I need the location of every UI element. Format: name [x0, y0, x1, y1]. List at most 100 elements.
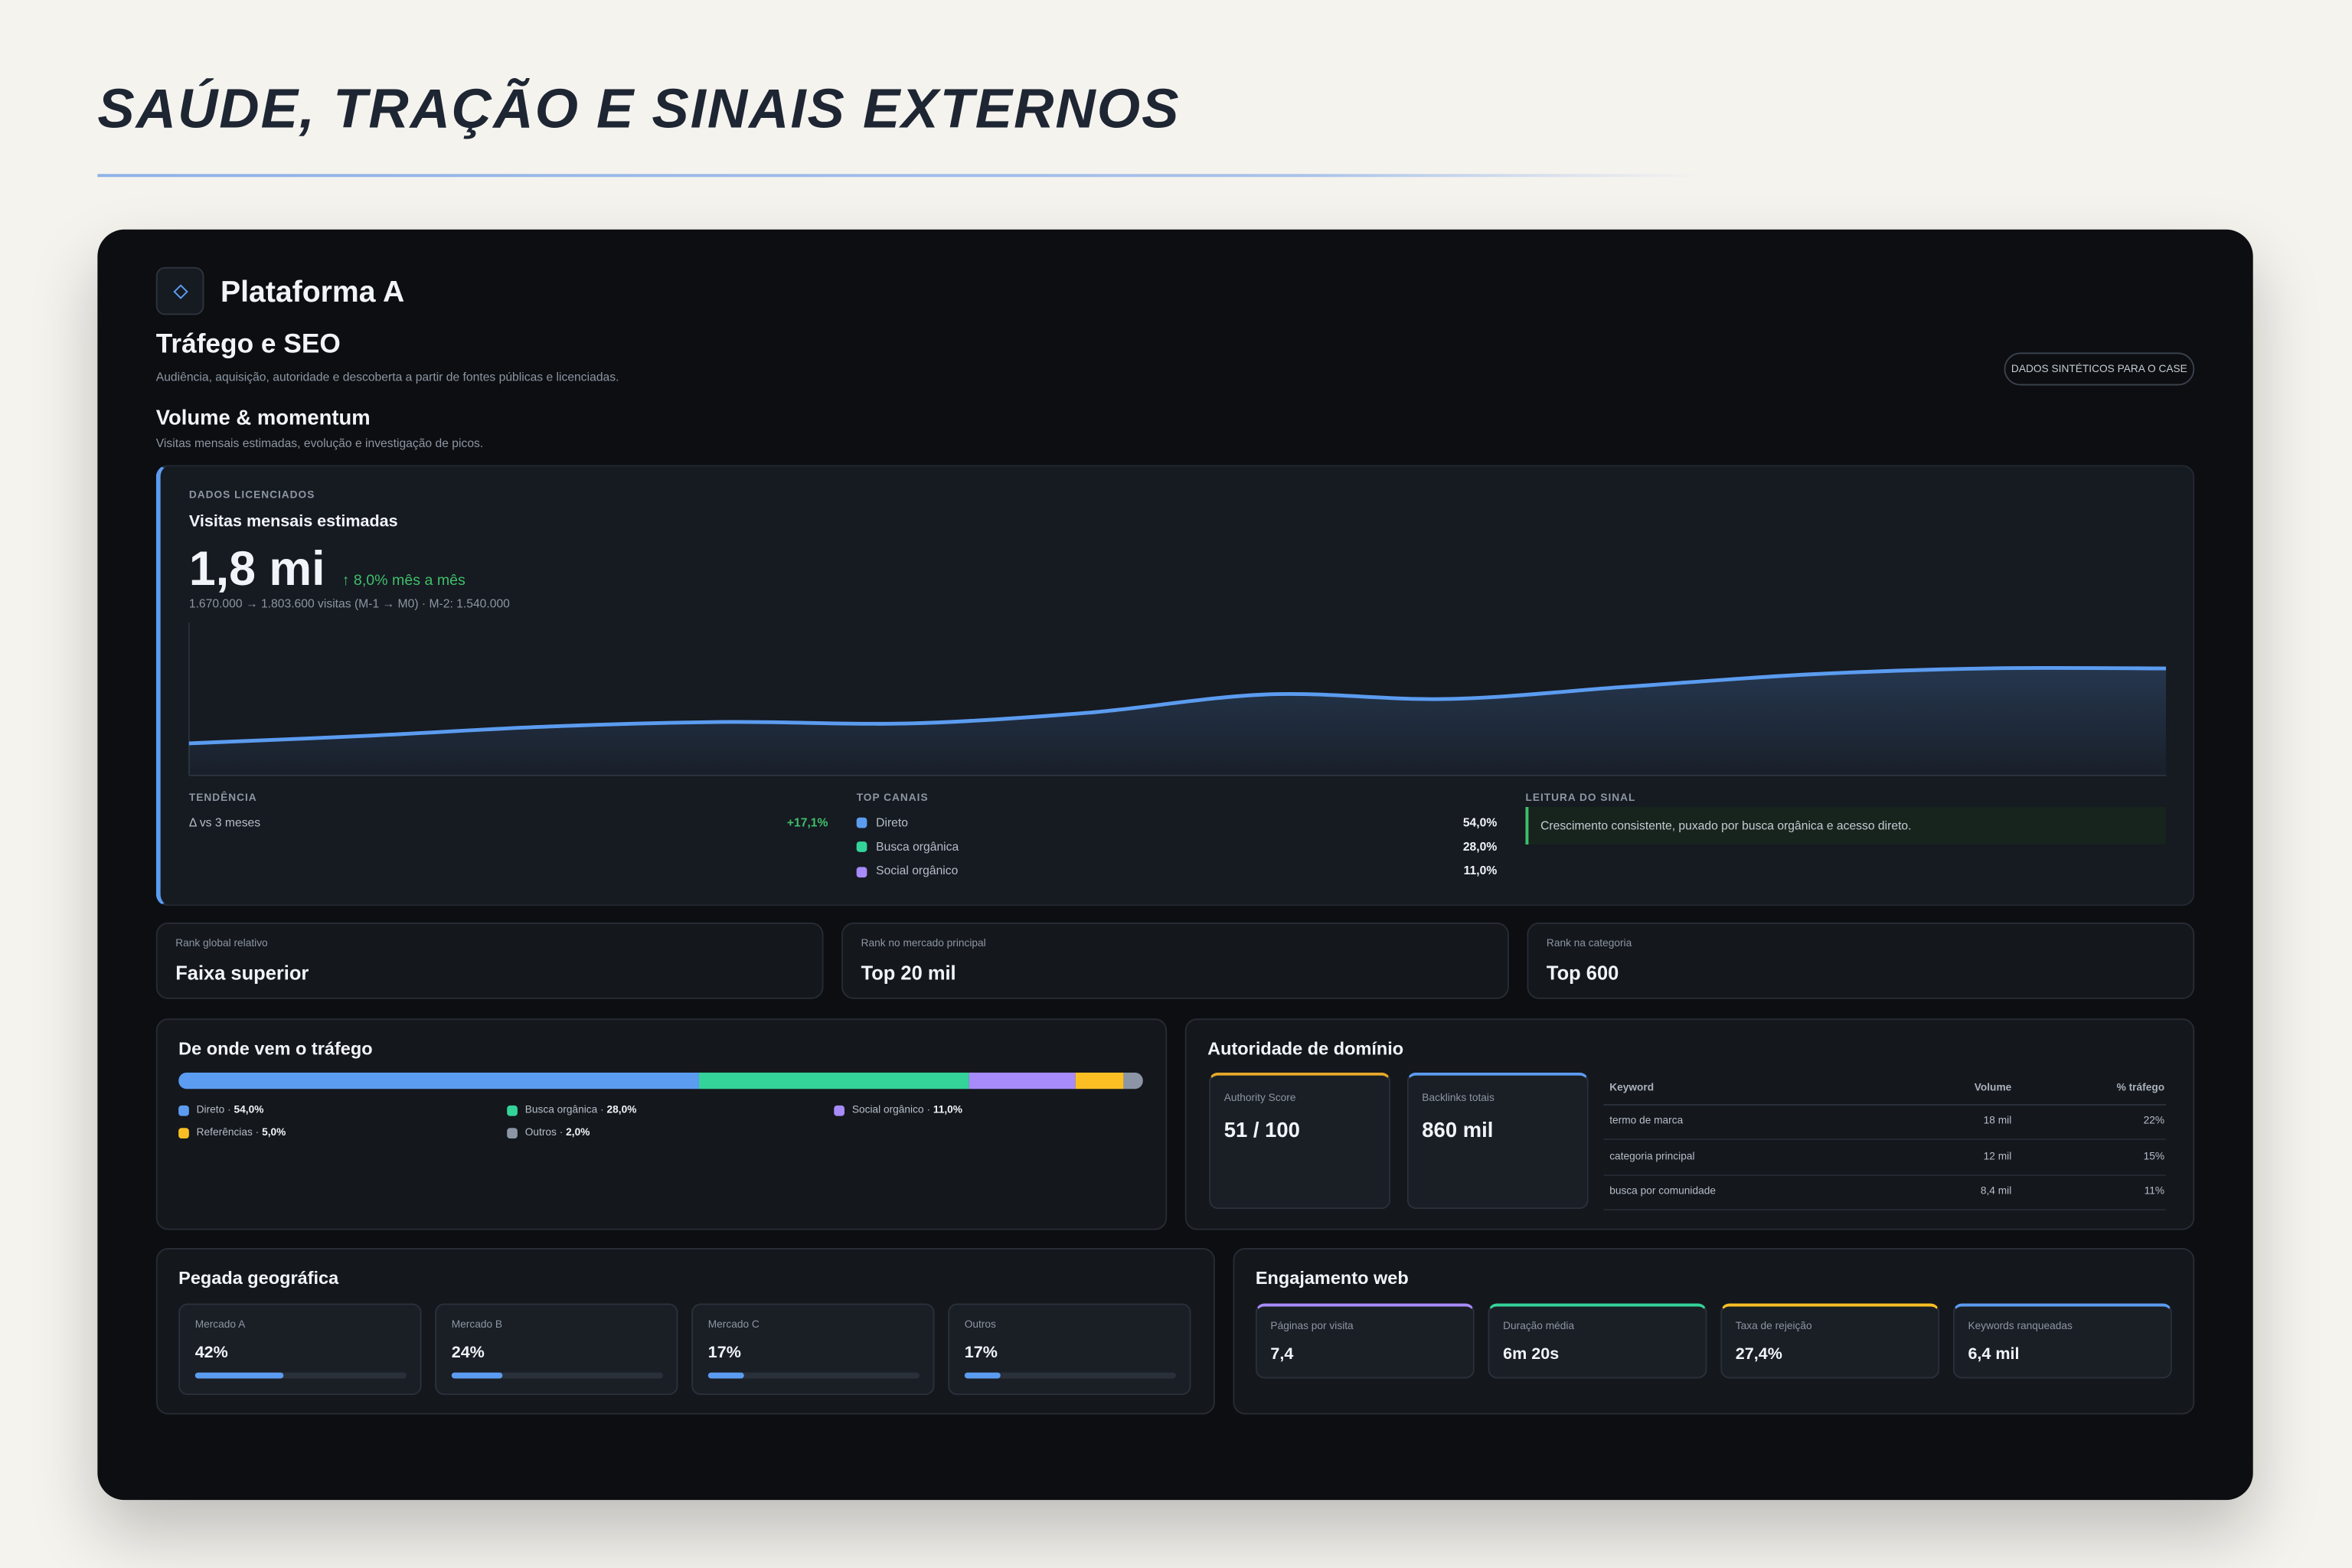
engagement-label: Keywords ranqueadas — [1968, 1321, 2073, 1333]
legend-separator: · — [600, 1105, 604, 1116]
eyebrow: DADOS LICENCIADOS — [188, 490, 315, 501]
market-name: Outros — [964, 1320, 996, 1331]
icon-diamond — [173, 284, 188, 299]
sources-card — [155, 1018, 1168, 1230]
badge-text: DADOS SINTÉTICOS PARA O CASE — [2011, 364, 2187, 374]
market-box — [948, 1303, 1191, 1396]
market-box — [178, 1303, 422, 1396]
table-header: % tráfego — [2116, 1083, 2165, 1094]
authority-label: Authority Score — [1223, 1093, 1296, 1105]
authority-box — [1209, 1072, 1391, 1210]
page-subtitle: Audiência, aquisição, autoridade e desco… — [155, 370, 619, 384]
market-name: Mercado A — [194, 1320, 246, 1331]
visits-area — [188, 668, 2167, 776]
legend-name: Busca orgânica — [524, 1105, 598, 1116]
engagement-label: Páginas por visita — [1270, 1321, 1354, 1333]
engagement-label: Duração média — [1503, 1321, 1575, 1333]
legend-name: Outros — [524, 1128, 557, 1139]
source-segment — [1075, 1072, 1124, 1089]
legend-swatch — [507, 1105, 518, 1116]
market-box — [435, 1303, 678, 1396]
signal-text: Crescimento consistente, puxado por busc… — [1540, 818, 1912, 832]
slide-title: SAÚDE, TRAÇÃO E SINAIS EXTERNOS — [97, 77, 1181, 139]
visits-chart — [188, 622, 2167, 776]
authority-label: Backlinks totais — [1422, 1093, 1494, 1105]
legend-separator: · — [559, 1128, 564, 1139]
legend-name: Direto — [196, 1105, 225, 1116]
channel-dot — [856, 841, 867, 853]
channels-label: TOP CANAIS — [856, 793, 929, 805]
authority-value: 860 mil — [1422, 1118, 1494, 1142]
visits-title: Visitas mensais estimadas — [188, 512, 398, 531]
engagement-title: Engajamento web — [1255, 1268, 1409, 1289]
page-title: Tráfego e SEO — [155, 328, 341, 359]
engagement-label: Taxa de rejeição — [1735, 1321, 1812, 1333]
rank-value: Top 600 — [1546, 961, 1619, 984]
table-rule — [1603, 1209, 2167, 1211]
market-value: 17% — [964, 1344, 998, 1362]
legend-item: Social orgânico · 11,0% — [852, 1106, 962, 1117]
legend-separator: · — [255, 1128, 260, 1139]
trend-label: TENDÊNCIA — [188, 793, 257, 805]
source-segment — [969, 1072, 1076, 1089]
market-bar — [451, 1372, 502, 1379]
geo-title: Pegada geográfica — [178, 1268, 339, 1289]
table-cell: busca por comunidade — [1609, 1186, 1716, 1197]
legend-swatch — [834, 1105, 845, 1116]
source-segment — [1123, 1072, 1143, 1089]
section-subtitle: Visitas mensais estimadas, evolução e in… — [155, 436, 484, 449]
table-rule — [1603, 1138, 2167, 1140]
badge: DADOS SINTÉTICOS PARA O CASE — [2004, 352, 2195, 386]
table-cell: 18 mil — [1983, 1116, 2012, 1127]
table-header: Volume — [1974, 1083, 2012, 1094]
platform-icon — [155, 266, 204, 315]
authority-value: 51 / 100 — [1223, 1118, 1300, 1142]
legend-swatch — [178, 1105, 189, 1116]
rank-label: Rank no mercado principal — [861, 939, 986, 950]
market-name: Mercado B — [451, 1320, 503, 1331]
legend-swatch — [507, 1128, 518, 1139]
channel-name: Social orgânico — [876, 864, 959, 878]
engagement-value: 7,4 — [1270, 1345, 1294, 1364]
table-cell: 11% — [2144, 1186, 2165, 1197]
domain-title: Autoridade de domínio — [1207, 1038, 1404, 1060]
table-rule — [1603, 1103, 2167, 1106]
legend-separator: · — [926, 1105, 931, 1116]
engagement-value: 27,4% — [1735, 1345, 1782, 1364]
signal-label: LEITURA DO SINAL — [1525, 793, 1636, 805]
legend-swatch — [178, 1128, 189, 1139]
market-value: 42% — [194, 1344, 228, 1362]
legend-value: 2,0% — [566, 1128, 590, 1139]
market-name: Mercado C — [707, 1320, 760, 1331]
legend-separator: · — [227, 1105, 231, 1116]
market-track — [707, 1372, 920, 1379]
table-cell: termo de marca — [1609, 1116, 1684, 1127]
rank-card — [1527, 922, 2195, 999]
source-segment — [699, 1072, 970, 1089]
market-box — [691, 1303, 935, 1396]
rank-card — [841, 922, 1509, 999]
sources-bar — [178, 1072, 1143, 1089]
rank-card — [155, 922, 824, 999]
channel-value: 11,0% — [1463, 864, 1498, 878]
table-rule — [1603, 1174, 2167, 1176]
authority-box — [1406, 1072, 1589, 1210]
market-bar — [964, 1372, 1001, 1379]
channel-dot — [856, 817, 867, 828]
engagement-box — [1952, 1303, 2172, 1379]
market-value: 24% — [451, 1344, 485, 1362]
channel-value: 54,0% — [1462, 815, 1498, 829]
market-track — [451, 1372, 663, 1379]
legend-item: Referências · 5,0% — [197, 1128, 286, 1139]
market-track — [194, 1372, 407, 1379]
legend-item: Busca orgânica · 28,0% — [525, 1106, 637, 1117]
table-header: Keyword — [1609, 1083, 1655, 1094]
visits-detail: 1.670.000 → 1.803.600 visitas (M-1 → M0)… — [188, 596, 510, 610]
engagement-box — [1720, 1303, 1940, 1379]
legend-value: 28,0% — [606, 1105, 637, 1116]
engagement-value: 6,4 mil — [1968, 1345, 2020, 1364]
platform-name: Plataforma A — [220, 276, 405, 309]
channel-name: Busca orgânica — [876, 839, 959, 854]
